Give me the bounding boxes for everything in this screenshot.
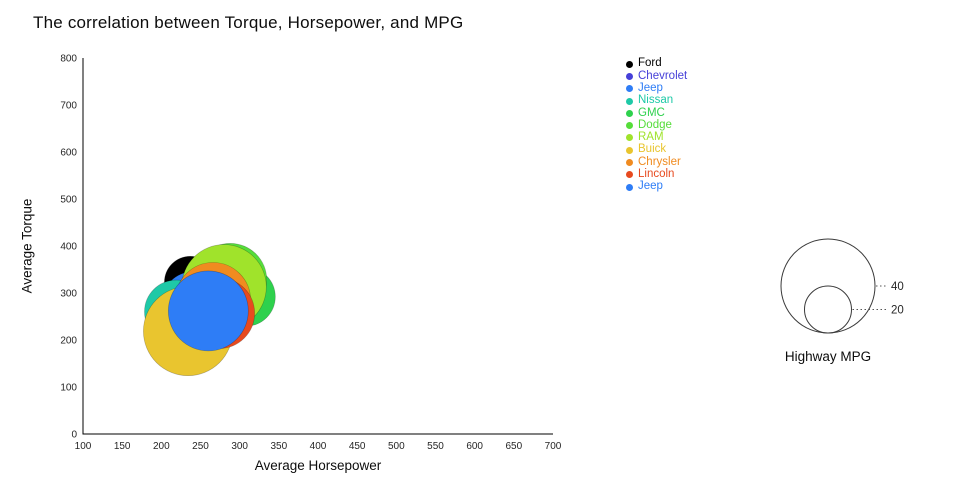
x-axis-title: Average Horsepower bbox=[254, 458, 382, 473]
legend-item-chrysler-8[interactable]: Chrysler bbox=[626, 156, 687, 168]
y-tick-label: 700 bbox=[60, 101, 77, 112]
legend-item-label: Jeep bbox=[638, 180, 663, 193]
size-legend-circle-20 bbox=[804, 285, 852, 334]
bubble-jeep-10[interactable] bbox=[168, 270, 249, 352]
x-tick-label: 550 bbox=[427, 441, 444, 452]
legend-marker-icon bbox=[626, 97, 633, 105]
legend-item-buick-7[interactable]: Buick bbox=[626, 144, 687, 156]
y-tick-label: 100 bbox=[60, 383, 77, 394]
legend-item-nissan-3[interactable]: Nissan bbox=[626, 95, 687, 107]
legend-marker-icon bbox=[626, 183, 633, 191]
y-tick-label: 400 bbox=[60, 242, 77, 253]
x-tick-label: 250 bbox=[192, 441, 209, 452]
legend-marker-icon bbox=[626, 122, 633, 130]
x-tick-label: 200 bbox=[153, 441, 170, 452]
legend-item-label: Chevrolet bbox=[638, 69, 688, 82]
y-tick-label: 300 bbox=[60, 289, 77, 300]
legend-item-label: Ford bbox=[638, 57, 662, 70]
legend-item-label: Lincoln bbox=[638, 168, 675, 181]
legend-item-label: Chrysler bbox=[638, 155, 681, 168]
legend-marker-icon bbox=[626, 72, 633, 80]
x-tick-label: 500 bbox=[388, 441, 405, 452]
legend-item-chevrolet-1[interactable]: Chevrolet bbox=[626, 70, 687, 82]
y-tick-label: 200 bbox=[60, 336, 77, 347]
legend-marker-icon bbox=[626, 134, 633, 142]
legend-item-jeep-2[interactable]: Jeep bbox=[626, 81, 687, 95]
legend-marker-icon bbox=[626, 171, 633, 179]
y-tick-label: 0 bbox=[71, 430, 77, 441]
x-tick-label: 600 bbox=[466, 441, 483, 452]
legend-item-label: Buick bbox=[638, 143, 667, 156]
legend-item-jeep-10[interactable]: Jeep bbox=[626, 181, 687, 193]
x-tick-label: 350 bbox=[270, 441, 287, 452]
x-tick-label: 300 bbox=[231, 441, 248, 452]
legend-item-label: Jeep bbox=[638, 81, 663, 94]
x-tick-label: 150 bbox=[114, 441, 131, 452]
legend-marker-icon bbox=[626, 159, 633, 167]
legend-item-label: RAM bbox=[638, 131, 664, 144]
x-tick-label: 700 bbox=[545, 441, 562, 452]
legend-item-label: Dodge bbox=[638, 118, 672, 131]
size-legend-value-label: 40 bbox=[891, 281, 904, 293]
legend-item-ford-0[interactable]: Ford bbox=[626, 58, 687, 70]
x-tick-label: 450 bbox=[349, 441, 366, 452]
legend-item-ram-6[interactable]: RAM bbox=[626, 132, 687, 144]
x-tick-label: 100 bbox=[75, 441, 92, 452]
x-tick-label: 400 bbox=[310, 441, 327, 452]
y-tick-label: 500 bbox=[60, 195, 77, 206]
legend-marker-icon bbox=[626, 109, 633, 117]
legend-marker-icon bbox=[626, 85, 633, 93]
legend-marker-icon bbox=[626, 146, 633, 154]
y-tick-label: 800 bbox=[60, 54, 77, 65]
legend-item-dodge-5[interactable]: Dodge bbox=[626, 119, 687, 131]
legend-item-gmc-4[interactable]: GMC bbox=[626, 107, 687, 119]
legend-marker-icon bbox=[626, 60, 633, 68]
size-legend-value-label: 20 bbox=[891, 305, 904, 317]
brand-legend: Ford Chevrolet Jeep Nissan GMC Dodge RAM Buick C… bbox=[626, 58, 687, 193]
legend-item-lincoln-9[interactable]: Lincoln bbox=[626, 169, 687, 181]
size-legend-title: Highway MPG bbox=[784, 349, 872, 364]
chart-title: The correlation between Torque, Horsepow… bbox=[33, 13, 464, 32]
y-tick-label: 600 bbox=[60, 148, 77, 159]
legend-item-label: GMC bbox=[638, 106, 665, 119]
x-tick-label: 650 bbox=[505, 441, 522, 452]
legend-item-label: Nissan bbox=[638, 94, 674, 107]
